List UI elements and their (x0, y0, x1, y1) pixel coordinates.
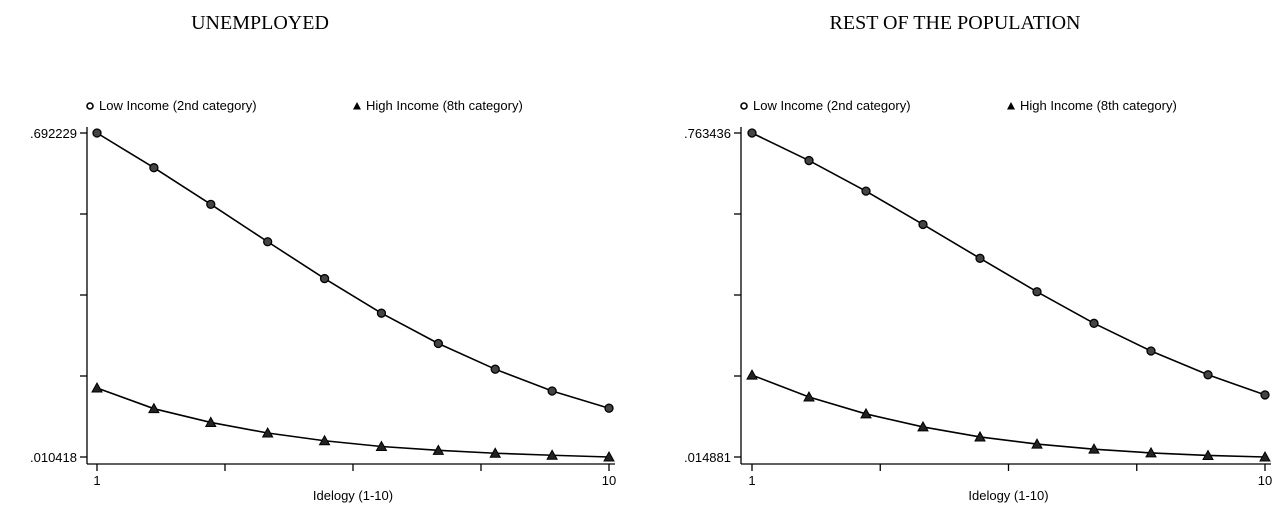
data-point (860, 407, 872, 419)
chart-panel-unemployed: UNEMPLOYED .692229 .010418 1 10 Idelogy (1-1… (0, 0, 640, 508)
data-point (204, 416, 217, 427)
data-point (1088, 443, 1100, 454)
data-point (603, 450, 615, 462)
data-point (92, 128, 102, 138)
data-point (1032, 287, 1042, 297)
data-point (489, 447, 502, 458)
series-line (96, 387, 610, 458)
data-point (375, 440, 388, 452)
data-point (433, 338, 443, 349)
data-point (148, 402, 160, 414)
legend-label: High Income (8th category) (366, 98, 523, 113)
y-tick-label: .014881 (684, 450, 731, 465)
data-point (261, 426, 274, 438)
data-point (1031, 438, 1043, 449)
chart-title: UNEMPLOYED (191, 12, 329, 34)
series-line (96, 132, 610, 409)
chart-svg: .692229 .010418 1 10 Idelogy (1-10) Low Incom… (30, 98, 616, 503)
legend-label: Low Income (2nd category) (753, 98, 911, 113)
data-point (975, 253, 985, 263)
legend-label: Low Income (2nd category) (99, 98, 257, 113)
data-point (804, 155, 814, 166)
series-line (751, 132, 1266, 396)
data-point (803, 390, 815, 402)
x-tick-label: 1 (748, 473, 755, 488)
x-tick-label: 1 (93, 473, 100, 488)
data-point (1260, 390, 1270, 400)
data-point (1202, 449, 1214, 460)
x-tick-label: 10 (1258, 473, 1272, 488)
x-tick-label: 10 (602, 473, 616, 488)
data-point (490, 364, 500, 374)
x-axis-label: Idelogy (1-10) (313, 488, 393, 503)
x-axis-label: Idelogy (1-10) (968, 488, 1048, 503)
y-tick-label: .692229 (30, 126, 77, 141)
data-point (604, 403, 614, 413)
data-point (376, 308, 387, 318)
data-point (918, 219, 928, 230)
data-point (1089, 318, 1099, 328)
data-point (91, 381, 103, 393)
chart-panel-rest: REST OF THE POPULATION .763436 .014881 1 10… (645, 0, 1285, 508)
legend-circle-marker (86, 102, 94, 110)
y-tick-label: .763436 (684, 126, 731, 141)
data-point (263, 237, 273, 247)
data-point (746, 369, 758, 380)
data-point (861, 186, 871, 196)
legend-triangle-marker (353, 102, 361, 110)
legend-label: High Income (8th category) (1020, 98, 1177, 113)
chart-svg: .763436 .014881 1 10 Idelogy (1-10) Low Incom… (684, 98, 1272, 503)
data-point (747, 128, 757, 138)
data-point (318, 434, 331, 446)
data-point (917, 420, 929, 432)
data-point (149, 163, 159, 173)
legend-triangle-marker (1007, 102, 1015, 110)
chart-title: REST OF THE POPULATION (829, 12, 1081, 34)
data-point (1146, 346, 1156, 356)
y-tick-label: .010418 (30, 450, 77, 465)
series-line (751, 374, 1266, 458)
data-point (319, 273, 330, 284)
data-point (432, 444, 445, 455)
data-point (1145, 446, 1157, 458)
data-point (974, 430, 986, 442)
data-point (546, 449, 558, 460)
data-point (1203, 370, 1213, 380)
data-point (547, 386, 557, 396)
data-point (206, 199, 216, 209)
legend-circle-marker (740, 102, 748, 110)
data-point (1259, 450, 1271, 462)
